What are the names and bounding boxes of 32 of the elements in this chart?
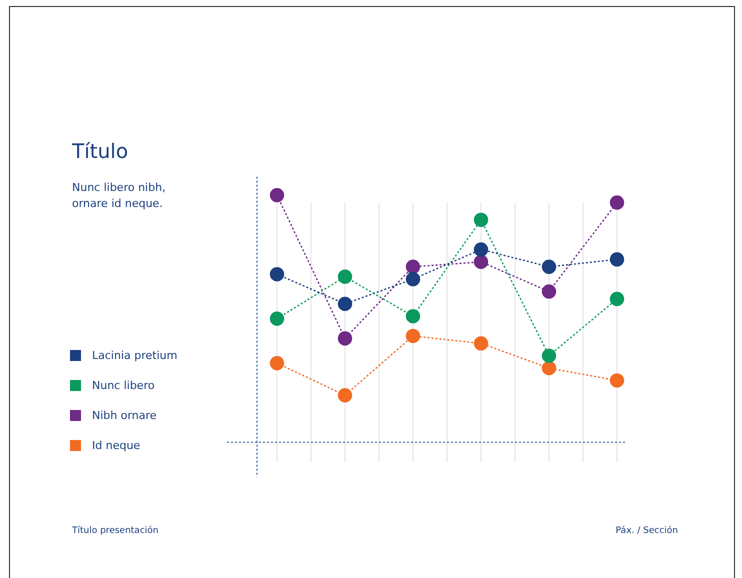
point — [406, 309, 420, 324]
point — [542, 284, 556, 299]
point — [542, 260, 556, 274]
point — [610, 252, 624, 267]
point — [406, 272, 420, 286]
point — [338, 388, 352, 402]
point — [474, 336, 488, 351]
chart-title: Título — [72, 139, 128, 163]
point — [338, 331, 352, 346]
point — [542, 360, 556, 376]
point — [610, 373, 624, 388]
point — [610, 292, 624, 306]
point — [406, 260, 420, 274]
point — [474, 254, 488, 270]
point — [542, 348, 556, 363]
point — [270, 188, 284, 202]
text: Páx. / Sección — [616, 526, 678, 536]
point — [338, 296, 352, 312]
point — [270, 267, 284, 282]
point — [270, 356, 284, 370]
text: Título presentación — [72, 526, 158, 536]
point — [474, 242, 488, 257]
legend-label: Nibh ornare — [92, 408, 157, 422]
point — [338, 270, 352, 284]
point — [406, 328, 420, 344]
legend-label: Lacinia pretium — [92, 348, 178, 362]
text: Nunc libero nibh, ornare id neque. — [72, 180, 166, 212]
point — [474, 212, 488, 228]
legend-label: Id neque — [92, 438, 140, 452]
legend-label: Nunc libero — [92, 378, 155, 392]
point — [610, 195, 624, 210]
point — [270, 312, 284, 326]
